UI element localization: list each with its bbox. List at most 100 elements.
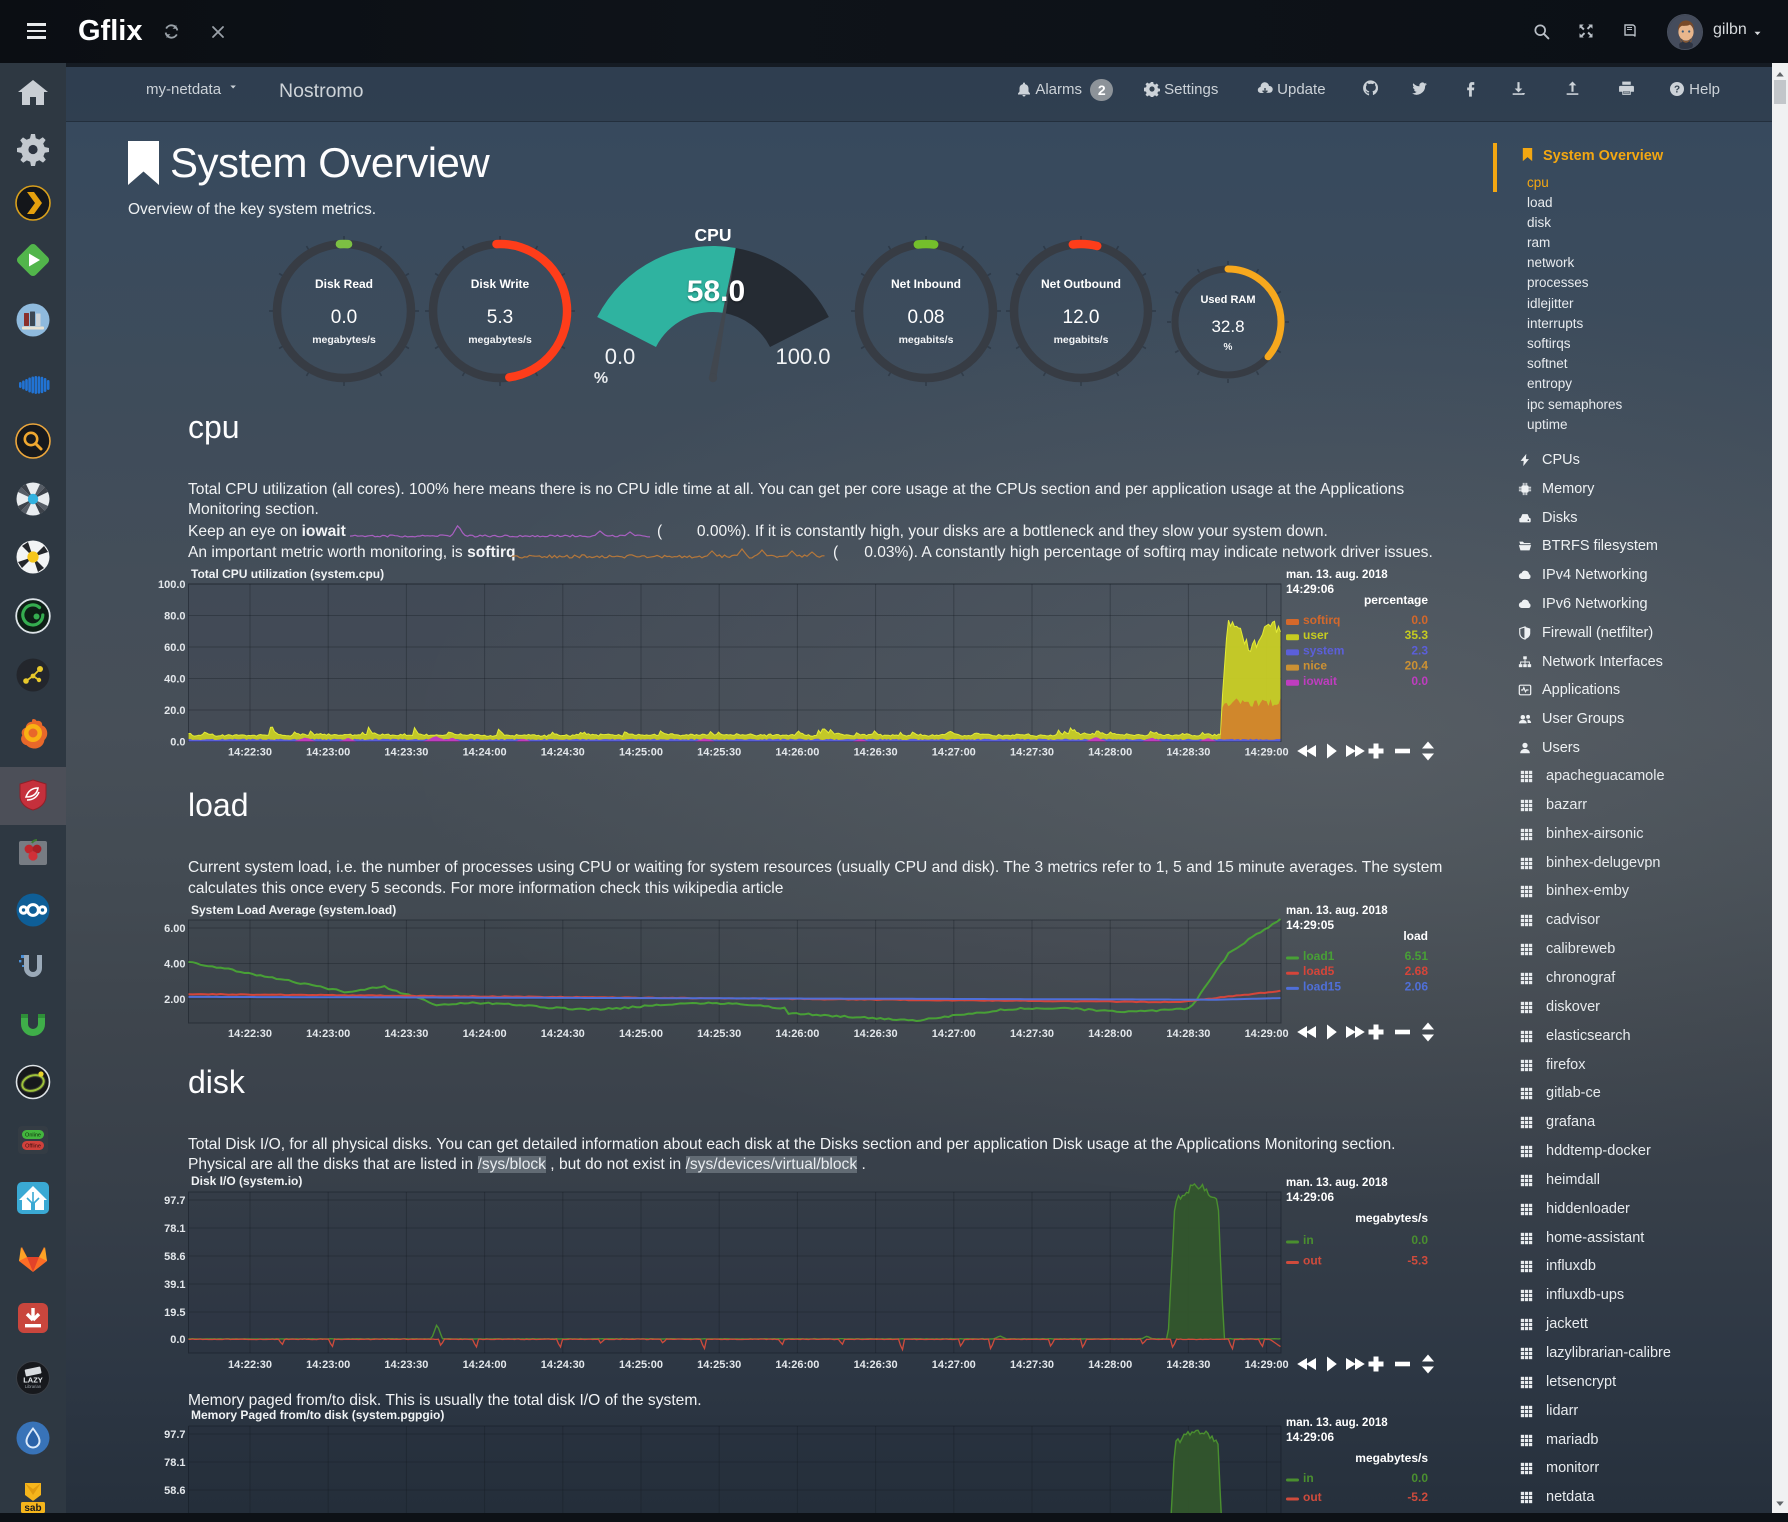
svg-text:0.0: 0.0 <box>170 1334 185 1346</box>
svg-text:CPU: CPU <box>695 225 732 245</box>
svg-text:14:27:30: 14:27:30 <box>1010 1359 1054 1371</box>
svg-text:14:28:00: 14:28:00 <box>1088 1028 1132 1040</box>
svg-text:14:26:00: 14:26:00 <box>775 747 819 759</box>
svg-text:14:28:30: 14:28:30 <box>1166 747 1210 759</box>
svg-text:in: in <box>1303 1233 1314 1247</box>
svg-text:58.0: 58.0 <box>687 275 745 308</box>
svg-text:97.7: 97.7 <box>164 1195 185 1207</box>
svg-text:78.1: 78.1 <box>164 1457 185 1469</box>
svg-text:0.0: 0.0 <box>170 737 185 749</box>
svg-text:megabytes/s: megabytes/s <box>1355 1451 1428 1465</box>
svg-text:14:28:30: 14:28:30 <box>1166 1359 1210 1371</box>
svg-text:Net Outbound: Net Outbound <box>1041 277 1121 291</box>
svg-text:Used RAM: Used RAM <box>1200 294 1255 306</box>
svg-text:78.1: 78.1 <box>164 1223 185 1235</box>
svg-text:14:23:00: 14:23:00 <box>306 1359 350 1371</box>
svg-text:14:28:00: 14:28:00 <box>1088 747 1132 759</box>
svg-text:97.7: 97.7 <box>164 1429 185 1441</box>
svg-text:14:26:30: 14:26:30 <box>854 747 898 759</box>
svg-text:14:24:30: 14:24:30 <box>541 1028 585 1040</box>
svg-text:14:23:30: 14:23:30 <box>384 747 428 759</box>
svg-text:14:29:00: 14:29:00 <box>1245 1359 1289 1371</box>
svg-text:14:29:06: 14:29:06 <box>1286 1430 1334 1444</box>
svg-text:14:24:00: 14:24:00 <box>463 1359 507 1371</box>
svg-text:LAZY: LAZY <box>23 1376 43 1385</box>
svg-text:%: % <box>594 370 608 387</box>
svg-text:0.0: 0.0 <box>1411 674 1428 688</box>
svg-text:in: in <box>1303 1471 1314 1485</box>
svg-text:60.0: 60.0 <box>164 642 185 654</box>
svg-text:-5.2: -5.2 <box>1407 1490 1428 1504</box>
svg-text:man. 13. aug. 2018: man. 13. aug. 2018 <box>1286 1177 1388 1189</box>
svg-text:load: load <box>1403 929 1428 943</box>
svg-text:0.0: 0.0 <box>331 307 357 328</box>
svg-text:out: out <box>1303 1254 1322 1268</box>
svg-text:58.6: 58.6 <box>164 1485 185 1497</box>
svg-text:14:25:30: 14:25:30 <box>697 1359 741 1371</box>
svg-text:14:27:00: 14:27:00 <box>932 1028 976 1040</box>
svg-text:14:22:30: 14:22:30 <box>228 1359 272 1371</box>
svg-text:40.0: 40.0 <box>164 674 185 686</box>
svg-text:12.0: 12.0 <box>1063 307 1100 328</box>
svg-text:14:26:30: 14:26:30 <box>854 1028 898 1040</box>
svg-text:user: user <box>1303 628 1329 642</box>
svg-text:14:22:30: 14:22:30 <box>228 747 272 759</box>
svg-text:14:24:30: 14:24:30 <box>541 747 585 759</box>
svg-text:0.0: 0.0 <box>1411 1471 1428 1485</box>
svg-text:0.08: 0.08 <box>908 307 945 328</box>
svg-text:14:22:30: 14:22:30 <box>228 1028 272 1040</box>
svg-text:2.3: 2.3 <box>1411 643 1428 657</box>
svg-text:Online: Online <box>25 1133 41 1139</box>
svg-text:35.3: 35.3 <box>1405 628 1429 642</box>
svg-text:sab: sab <box>24 1503 41 1514</box>
svg-text:Disk Read: Disk Read <box>315 277 373 291</box>
svg-text:system: system <box>1303 643 1344 657</box>
svg-text:?: ? <box>1674 84 1680 95</box>
svg-text:softirq: softirq <box>1303 613 1340 627</box>
svg-text:Disk Write: Disk Write <box>471 277 530 291</box>
svg-text:Disk I/O (system.io): Disk I/O (system.io) <box>191 1174 302 1188</box>
svg-text:14:24:00: 14:24:00 <box>463 1028 507 1040</box>
svg-text:14:29:05: 14:29:05 <box>1286 918 1334 932</box>
svg-text:14:24:30: 14:24:30 <box>541 1359 585 1371</box>
svg-text:nice: nice <box>1303 659 1327 673</box>
svg-text:14:27:30: 14:27:30 <box>1010 1028 1054 1040</box>
svg-text:14:24:00: 14:24:00 <box>463 747 507 759</box>
svg-text:14:29:00: 14:29:00 <box>1245 1028 1289 1040</box>
svg-text:Offline: Offline <box>25 1144 41 1150</box>
svg-text:14:25:30: 14:25:30 <box>697 1028 741 1040</box>
svg-text:14:23:30: 14:23:30 <box>384 1028 428 1040</box>
svg-text:39.1: 39.1 <box>164 1279 185 1291</box>
svg-text:6.00: 6.00 <box>164 923 185 935</box>
svg-text:14:23:00: 14:23:00 <box>306 747 350 759</box>
svg-text:14:26:00: 14:26:00 <box>775 1359 819 1371</box>
svg-text:megabytes/s: megabytes/s <box>312 334 376 346</box>
svg-text:megabytes/s: megabytes/s <box>468 334 532 346</box>
svg-text:megabits/s: megabits/s <box>899 334 954 346</box>
svg-text:14:29:00: 14:29:00 <box>1245 747 1289 759</box>
svg-text:14:25:00: 14:25:00 <box>619 1028 663 1040</box>
svg-text:14:25:00: 14:25:00 <box>619 1359 663 1371</box>
svg-text:14:26:30: 14:26:30 <box>854 1359 898 1371</box>
svg-text:100.0: 100.0 <box>775 344 830 369</box>
svg-text:5.3: 5.3 <box>487 307 513 328</box>
svg-text:80.0: 80.0 <box>164 611 185 623</box>
svg-text:0.0: 0.0 <box>605 344 636 369</box>
svg-text:14:23:30: 14:23:30 <box>384 1359 428 1371</box>
svg-text:Memory Paged from/to disk (sys: Memory Paged from/to disk (system.pgpgio… <box>191 1408 444 1422</box>
svg-text:%: % <box>1224 342 1233 353</box>
svg-text:load15: load15 <box>1303 979 1341 993</box>
svg-text:14:27:00: 14:27:00 <box>932 747 976 759</box>
svg-text:0.0: 0.0 <box>1411 1233 1428 1247</box>
svg-text:58.6: 58.6 <box>164 1251 185 1263</box>
svg-text:14:29:06: 14:29:06 <box>1286 1190 1334 1204</box>
svg-text:2.00: 2.00 <box>164 994 185 1006</box>
svg-text:20.0: 20.0 <box>164 705 185 717</box>
svg-text:percentage: percentage <box>1364 593 1428 607</box>
svg-text:14:25:00: 14:25:00 <box>619 747 663 759</box>
svg-text:man. 13. aug. 2018: man. 13. aug. 2018 <box>1286 1417 1388 1429</box>
svg-text:4.00: 4.00 <box>164 959 185 971</box>
svg-text:32.8: 32.8 <box>1211 317 1244 336</box>
svg-text:2.06: 2.06 <box>1405 979 1429 993</box>
svg-text:6.51: 6.51 <box>1405 949 1429 963</box>
